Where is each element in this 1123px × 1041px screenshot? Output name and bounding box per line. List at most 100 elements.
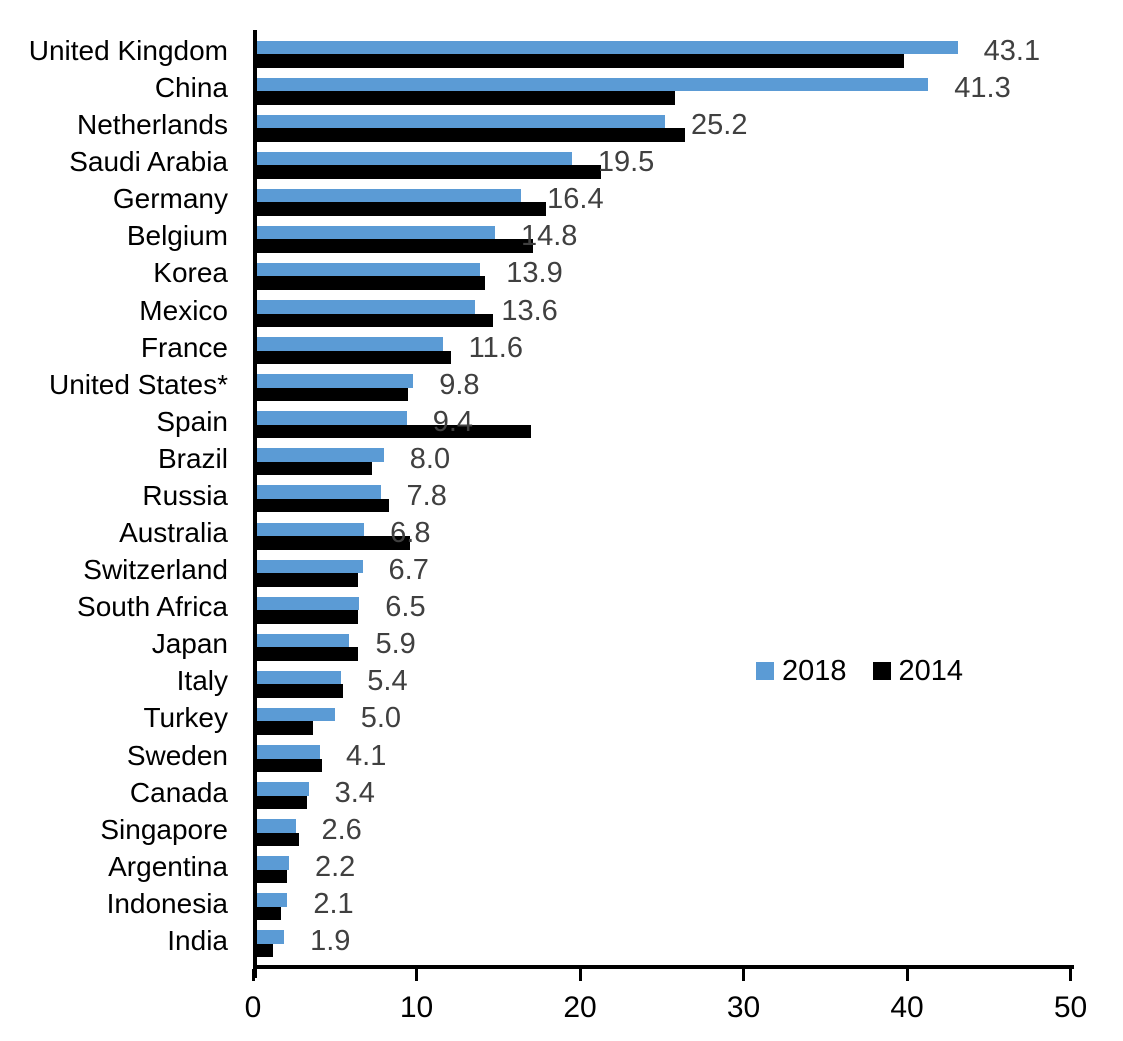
bar-row: Mexico 13.6	[0, 295, 1123, 335]
category-label: France	[140, 331, 228, 363]
bar-row: Korea 13.9	[0, 257, 1123, 297]
category-label: Australia	[119, 517, 228, 549]
bar-row: Brazil 8.0	[0, 443, 1123, 483]
category-label: Italy	[176, 665, 228, 697]
bar-2014	[253, 54, 904, 68]
bar-2014	[253, 684, 343, 698]
bar-2018	[253, 337, 443, 351]
value-label: 11.6	[468, 331, 523, 364]
bar-row: Australia 6.8	[0, 517, 1123, 557]
bar-2018	[253, 930, 285, 944]
bar-2014	[253, 424, 531, 439]
category-label: Mexico	[139, 294, 228, 326]
bar-row: China 41.3	[0, 72, 1123, 112]
bar-2018	[253, 596, 360, 611]
bar-2018	[253, 77, 929, 92]
bar-row: Germany 16.4	[0, 183, 1123, 223]
value-label: 2.6	[321, 813, 362, 846]
bar-row: Japan 5.9	[0, 628, 1123, 668]
value-label: 3.4	[334, 776, 375, 809]
value-label: 5.9	[375, 628, 416, 661]
bar-row: Sweden 4.1	[0, 740, 1123, 780]
bar-2014	[253, 906, 281, 921]
legend-swatch-2018	[756, 662, 774, 680]
bar-2018	[253, 411, 407, 425]
category-label: Indonesia	[106, 887, 228, 919]
bar-row: Argentina 2.2	[0, 851, 1123, 891]
bar-2014	[253, 387, 409, 402]
bar-2018	[253, 782, 309, 796]
value-label: 5.4	[367, 665, 408, 698]
bar-2018	[253, 448, 384, 462]
legend-swatch-2014	[872, 662, 891, 680]
bar-2014	[253, 943, 273, 958]
bar-2014	[253, 758, 322, 773]
bar-2014	[253, 647, 358, 661]
bar-2014	[253, 721, 314, 735]
category-label: Spain	[156, 405, 228, 437]
value-label: 41.3	[954, 72, 1011, 105]
bar-2018	[253, 893, 288, 907]
category-label: United Kingdom	[28, 35, 228, 66]
value-label: 43.1	[983, 35, 1041, 67]
bar-2018	[253, 151, 572, 166]
bar-2018	[253, 374, 414, 388]
value-label: 16.4	[547, 183, 604, 216]
x-tick-mark	[742, 969, 745, 981]
bar-row: Singapore 2.6	[0, 814, 1123, 854]
bar-row: Switzerland 6.7	[0, 554, 1123, 594]
bar-row: United States* 9.8	[0, 369, 1123, 409]
bar-row: United Kingdom 43.1	[0, 35, 1123, 75]
value-label: 13.6	[501, 294, 558, 327]
x-axis-line	[253, 965, 1074, 969]
x-tick-mark	[251, 969, 255, 981]
bar-2014	[253, 313, 494, 328]
category-label: Brazil	[157, 442, 228, 474]
bar-2018	[253, 707, 335, 722]
category-label: India	[167, 924, 228, 956]
bar-row: Italy 5.4	[0, 665, 1123, 705]
category-label: Switzerland	[83, 554, 228, 586]
bar-2018	[253, 856, 289, 870]
value-label: 9.4	[432, 405, 474, 438]
bar-row: Saudi Arabia 19.5	[0, 146, 1123, 186]
x-tick-label: 20	[563, 991, 597, 1024]
bar-2014	[253, 350, 451, 365]
bar-2014	[253, 165, 602, 179]
bar-2014	[253, 832, 299, 847]
bar-2018	[253, 40, 958, 54]
category-label: United States*	[49, 368, 228, 400]
bar-2014	[253, 202, 546, 216]
x-tick-mark	[415, 969, 418, 981]
category-label: Japan	[151, 628, 228, 660]
category-label: Canada	[129, 776, 228, 808]
x-tick-label: 30	[726, 991, 761, 1024]
bar-2018	[253, 225, 495, 240]
x-tick-label: 0	[244, 991, 262, 1024]
category-label: Saudi Arabia	[69, 146, 228, 178]
bar-2018	[253, 262, 481, 277]
bar-2018	[253, 485, 381, 499]
category-label: Korea	[153, 257, 228, 289]
value-label: 2.2	[314, 850, 356, 883]
bar-row: France 11.6	[0, 332, 1123, 372]
category-label: Argentina	[108, 850, 228, 882]
bar-row: Belgium 14.8	[0, 220, 1123, 260]
category-label: Germany	[112, 183, 228, 215]
bar-2014	[253, 573, 358, 587]
legend-label-2018: 2018	[782, 654, 847, 687]
bar-2018	[253, 559, 363, 574]
value-label: 9.8	[439, 368, 480, 401]
value-label: 13.9	[506, 257, 563, 290]
x-tick-label: 10	[399, 991, 434, 1024]
y-axis-line	[253, 30, 257, 978]
bar-row: India 1.9	[0, 925, 1123, 965]
category-label: China	[154, 72, 228, 104]
bar-2014	[253, 239, 533, 253]
bar-2018	[253, 114, 666, 129]
x-tick-mark	[905, 969, 909, 981]
category-label: South Africa	[77, 591, 228, 623]
bar-row: Indonesia 2.1	[0, 888, 1123, 928]
bar-row: Russia 7.8	[0, 480, 1123, 520]
category-label: Turkey	[143, 702, 228, 734]
